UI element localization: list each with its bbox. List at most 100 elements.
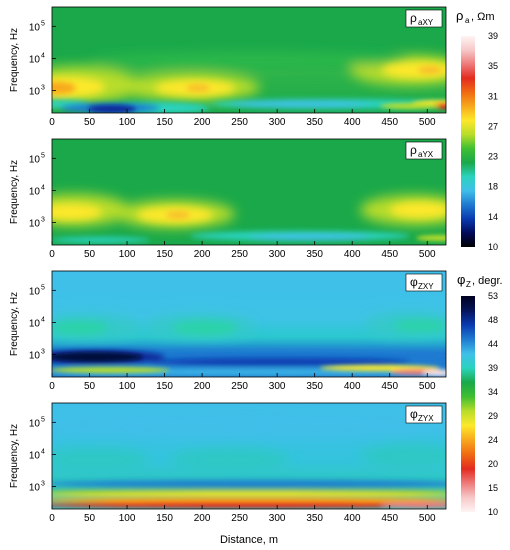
x-tick-label: 500 [419,117,436,128]
y-tick-label: 10 [29,483,41,494]
x-tick-label: 50 [84,513,96,524]
colorbar-tick-label: 15 [488,483,498,493]
panel-label-main: φ [410,407,418,421]
panel-phi-zxy: φ ZXY [51,270,447,378]
heatmap-rho-ayx [52,139,446,245]
panel-label-main: ρ [410,143,417,157]
x-tick-label: 500 [419,249,436,260]
y-tick-exponent: 3 [41,85,45,92]
x-tick-label: 150 [156,117,173,128]
x-tick-label: 100 [119,513,136,524]
y-tick-exponent: 5 [41,416,45,423]
x-axis-label: Distance, m [220,534,278,546]
colorbar-tick-label: 20 [488,459,498,469]
plot-frame [51,6,447,114]
y-tick-exponent: 4 [41,52,45,59]
panel-label-sub: ZYX [418,414,434,423]
colorbar-tick-label: 53 [488,291,498,301]
x-tick-label: 0 [49,513,55,524]
x-tick-label: 0 [49,117,55,128]
x-tick-label: 100 [119,117,136,128]
x-tick-label: 500 [419,513,436,524]
colorbar-title-unit: , degr. [472,275,503,287]
y-tick-exponent: 4 [41,448,45,455]
colorbar-phi-ticks: 53 48 44 39 34 29 24 20 15 10 [488,291,498,517]
panel-label-sub: aYX [418,150,434,159]
x-tick-label: 350 [306,117,323,128]
y-tick-label: 10 [29,418,41,429]
x-tick-label: 250 [231,117,248,128]
x-tick-label: 100 [119,381,136,392]
colorbar-tick-label: 18 [488,182,498,192]
panel-label-box: φ ZYX [405,405,443,424]
heatmap-phi-zxy [52,271,446,377]
y-tick-exponent: 3 [41,349,45,356]
y-tick-label: 10 [29,54,41,65]
colorbar-tick-label: 23 [488,152,498,162]
colorbar-title-sub: a [465,16,470,25]
x-tick-label: 0 [49,249,55,260]
y-tick-exponent: 3 [41,217,45,224]
x-tick-label: 50 [84,381,96,392]
colorbar-rho: ρ a , Ωm 39 35 31 27 23 18 14 10 [456,8,498,252]
x-tick-label: 250 [231,249,248,260]
panel-label-box: φ ZXY [405,273,443,292]
panel-rho-ayx: ρ aYX [51,138,447,246]
y-tick-label: 10 [29,186,41,197]
heatmap-phi-zyx [52,403,446,509]
panel-label-sub: ZXY [418,282,434,291]
panel-rho-axy: ρ aXY [51,6,447,114]
x-tick-label: 350 [306,381,323,392]
colorbar-rho-ticks: 39 35 31 27 23 18 14 10 [488,31,498,252]
panel-label-main: φ [410,275,418,289]
panel-label-main: ρ [410,11,417,25]
y-tick-exponent: 5 [41,20,45,27]
x-tick-label: 50 [84,249,96,260]
x-tick-label: 200 [194,117,211,128]
x-tick-label: 250 [231,381,248,392]
x-tick-label: 400 [344,117,361,128]
colorbar-tick-label: 29 [488,411,498,421]
heatmap-rho-axy [52,7,446,113]
panel-label-box: ρ aYX [405,141,443,160]
y-tick-label: 10 [29,318,41,329]
y-tick-label: 10 [29,219,41,230]
x-tick-label: 200 [194,381,211,392]
y-tick-label: 10 [29,351,41,362]
y-tick-label: 10 [29,450,41,461]
colorbar-tick-label: 39 [488,31,498,41]
colorbar-tick-label: 34 [488,387,498,397]
colorbar-tick-label: 31 [488,91,498,101]
x-tick-label: 150 [156,381,173,392]
colorbar-tick-label: 10 [488,242,498,252]
panel-label-box: ρ aXY [405,9,443,28]
y-tick-exponent: 5 [41,284,45,291]
y-tick-label: 10 [29,22,41,33]
y-tick-exponent: 4 [41,184,45,191]
y-tick-exponent: 3 [41,481,45,488]
x-tick-label: 350 [306,249,323,260]
y-axis-label: Frequency, Hz [9,292,20,356]
x-tick-label: 350 [306,513,323,524]
colorbar-phi-gradient [461,296,475,512]
x-tick-label: 500 [419,381,436,392]
x-tick-label: 300 [269,117,286,128]
y-tick-label: 10 [29,154,41,165]
x-tick-label: 200 [194,249,211,260]
y-axis-label: Frequency, Hz [9,424,20,488]
x-tick-label: 450 [381,513,398,524]
y-axis-label: Frequency, Hz [9,160,20,224]
colorbar-phi: φ Z , degr. 53 48 44 39 34 29 24 20 15 10 [457,272,503,517]
colorbar-title-sub: Z [466,280,471,289]
x-tick-label: 400 [344,513,361,524]
panel-phi-zyx: φ ZYX [51,402,447,510]
x-tick-label: 0 [49,381,55,392]
panel-label-sub: aXY [418,18,434,27]
x-tick-label: 400 [344,249,361,260]
colorbar-tick-label: 39 [488,363,498,373]
colorbar-tick-label: 48 [488,315,498,325]
